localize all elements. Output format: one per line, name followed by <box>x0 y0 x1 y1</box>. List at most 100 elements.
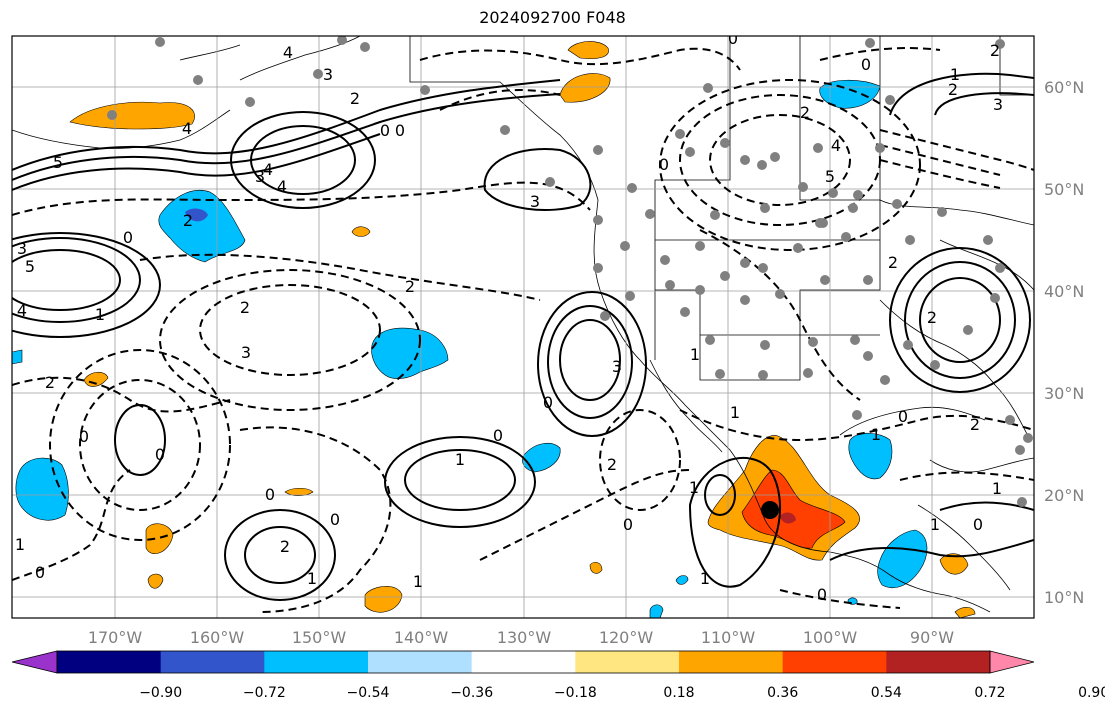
latitude-label: 30°N <box>1044 384 1084 403</box>
contour-label: 0 <box>623 515 633 534</box>
latitude-labels: 60°N 50°N 40°N 30°N 20°N 10°N <box>1044 78 1084 607</box>
contour-label: 0 <box>728 29 738 48</box>
contour-label: 1 <box>730 403 740 422</box>
map-frame <box>11 35 1035 619</box>
contour-label: 1 <box>689 478 699 497</box>
colorbar-segment <box>886 651 991 673</box>
contour-label: 4 <box>263 160 273 179</box>
contour-label: 1 <box>413 572 423 591</box>
contour-label: 2 <box>350 89 360 108</box>
contour-label: 4 <box>17 301 27 320</box>
shaded-anomalies <box>12 41 976 618</box>
longitude-label: 110°W <box>701 628 756 647</box>
contour-label: 2 <box>927 308 937 327</box>
contour-label: 3 <box>17 239 27 258</box>
contour-label: 4 <box>283 43 293 62</box>
contour-label: 1 <box>700 569 710 588</box>
contour-label: 0 <box>35 563 45 582</box>
colorbar-tick-label: 0.72 <box>974 685 1005 701</box>
contour-label: 1 <box>992 479 1002 498</box>
storm-center-marker <box>761 501 779 519</box>
contour-label: 0 <box>380 121 390 140</box>
longitude-label: 170°W <box>88 628 143 647</box>
contour-label: 0 <box>817 585 827 604</box>
contour-label: 0 <box>330 510 340 529</box>
colorbar-outline <box>56 650 991 674</box>
contour-label: 2 <box>800 103 810 122</box>
colorbar-extend-low <box>11 650 58 674</box>
lat-lon-grid <box>12 36 1034 618</box>
colorbar-tick-label: 0.18 <box>663 685 694 701</box>
contour-label: 0 <box>123 228 133 247</box>
contour-label: 0 <box>543 393 553 412</box>
colorbar-tick-label: −0.72 <box>243 685 286 701</box>
longitude-label: 140°W <box>394 628 449 647</box>
contour-label: 4 <box>831 136 841 155</box>
contour-label: 2 <box>240 298 250 317</box>
contour-label: 3 <box>241 343 251 362</box>
contour-label: 1 <box>950 65 960 84</box>
contour-label: 0 <box>155 445 165 464</box>
contour-label: 1 <box>95 305 105 324</box>
colorbar-tick-label: −0.54 <box>347 685 390 701</box>
contour-label: 3 <box>255 167 265 186</box>
colorbar-tick-label: −0.90 <box>139 685 182 701</box>
latitude-label: 40°N <box>1044 282 1084 301</box>
negative-contours <box>12 47 1034 613</box>
colorbar-tick-label: 0.36 <box>767 685 798 701</box>
colorbar-segment <box>679 651 784 673</box>
positive-contours <box>12 72 1034 601</box>
colorbar-extend-high <box>989 650 1035 674</box>
colorbar-tick-label: 0.54 <box>871 685 902 701</box>
latitude-label: 50°N <box>1044 180 1084 199</box>
contour-label: 3 <box>530 192 540 211</box>
contour-label: 0 <box>395 121 405 140</box>
contour-label: 5 <box>25 257 35 276</box>
contour-label: 1 <box>307 569 317 588</box>
latitude-label: 10°N <box>1044 588 1084 607</box>
contour-label: 2 <box>970 415 980 434</box>
contour-label: 1 <box>455 450 465 469</box>
contour-label: 2 <box>405 277 415 296</box>
longitude-label: 160°W <box>190 628 245 647</box>
contour-label: 0 <box>659 155 669 174</box>
colorbar-segment <box>57 651 162 673</box>
contour-label: 5 <box>53 153 63 172</box>
contour-label: 2 <box>948 80 958 99</box>
contour-label: 1 <box>15 535 25 554</box>
latitude-label: 20°N <box>1044 486 1084 505</box>
contour-label: 2 <box>990 41 1000 60</box>
contour-label: 1 <box>690 345 700 364</box>
contour-label: 4 <box>182 119 192 138</box>
colorbar-segment <box>368 651 473 673</box>
colorbar-tick-label: −0.36 <box>450 685 493 701</box>
colorbar-segment <box>575 651 680 673</box>
longitude-labels: 170°W 160°W 150°W 140°W 130°W 120°W 110°W 100°W… <box>88 628 954 647</box>
longitude-label: 120°W <box>599 628 654 647</box>
map-title: 2024092700 F048 <box>479 8 626 27</box>
longitude-label: 130°W <box>497 628 552 647</box>
contour-label: 2 <box>183 211 193 230</box>
colorbar-segment <box>264 651 369 673</box>
station-markers <box>107 36 1033 507</box>
colorbar-tick-label: 0.90 <box>1078 685 1105 701</box>
longitude-label: 100°W <box>803 628 858 647</box>
longitude-label: 90°W <box>910 628 954 647</box>
contour-label: 2 <box>45 373 55 392</box>
contour-label: 0 <box>79 427 89 446</box>
contour-label: 3 <box>612 357 622 376</box>
contour-label: 3 <box>323 65 333 84</box>
contour-label: 0 <box>493 426 503 445</box>
contour-label: 1 <box>930 515 940 534</box>
colorbar: −0.90 −0.72 −0.54 −0.36 −0.18 0.18 0.36 0.54 0.7… <box>11 650 1105 701</box>
contour-label: 2 <box>280 537 290 556</box>
contour-label: 3 <box>993 95 1003 114</box>
colorbar-segment <box>160 651 265 673</box>
colorbar-segment <box>782 651 887 673</box>
colorbar-segment <box>471 651 576 673</box>
contour-label: 2 <box>888 253 898 272</box>
latitude-label: 60°N <box>1044 78 1084 97</box>
contour-label: 0 <box>898 407 908 426</box>
